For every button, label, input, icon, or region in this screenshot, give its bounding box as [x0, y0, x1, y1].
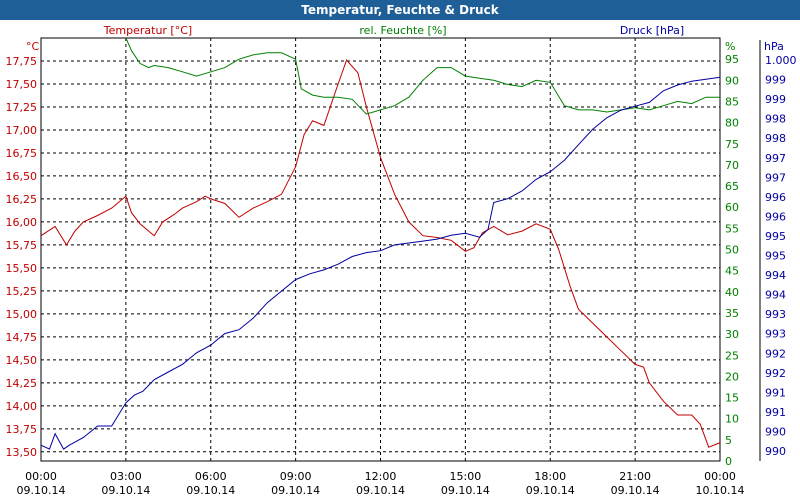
pressure-tick-label: 998	[765, 113, 786, 126]
humidity-tick-label: 60	[725, 201, 739, 214]
humidity-tick-label: 25	[725, 349, 739, 362]
tick-labels: 13,50 13,75 14,00 14,25 14,50 14,75 15,00 15,25…	[6, 40, 797, 497]
pressure-tick-label: 996	[765, 191, 786, 204]
window-title: Temperatur, Feuchte & Druck	[0, 0, 800, 20]
x-tick-date: 09.10.14	[611, 484, 660, 497]
temperature-tick-label: 14,00	[6, 400, 38, 413]
temperature-axis-header: Temperatur [°C]	[103, 24, 192, 37]
x-tick-date: 09.10.14	[271, 484, 320, 497]
pressure-tick-label: 1.000	[765, 54, 797, 67]
humidity-axis-header: rel. Feuchte [%]	[359, 24, 446, 37]
humidity-tick-label: 40	[725, 286, 739, 299]
humidity-tick-label: 0	[725, 455, 732, 468]
pressure-tick-label: 991	[765, 406, 786, 419]
pressure-tick-label: 992	[765, 347, 786, 360]
pressure-tick-label: 994	[765, 289, 786, 302]
humidity-tick-label: 5	[725, 434, 732, 447]
humidity-tick-label: 95	[725, 53, 739, 66]
pressure-tick-label: 993	[765, 328, 786, 341]
x-tick-time: 09:00	[280, 470, 312, 483]
pressure-tick-label: 996	[765, 210, 786, 223]
pressure-tick-label: 999	[765, 93, 786, 106]
humidity-unit-label: %	[725, 40, 735, 53]
x-tick-date: 09.10.14	[186, 484, 235, 497]
humidity-tick-label: 65	[725, 180, 739, 193]
x-tick-date: 09.10.14	[356, 484, 405, 497]
x-tick-time: 21:00	[619, 470, 651, 483]
x-tick-date: 09.10.14	[17, 484, 66, 497]
temperature-tick-label: 17,25	[6, 101, 38, 114]
x-tick-time: 15:00	[450, 470, 482, 483]
humidity-tick-label: 15	[725, 392, 739, 405]
x-tick-time: 18:00	[534, 470, 566, 483]
temperature-tick-label: 15,50	[6, 262, 38, 275]
x-tick-date: 09.10.14	[101, 484, 150, 497]
humidity-tick-label: 75	[725, 138, 739, 151]
temperature-tick-label: 16,50	[6, 170, 38, 183]
x-tick-date: 09.10.14	[441, 484, 490, 497]
temperature-tick-label: 17,75	[6, 55, 38, 68]
temperature-tick-label: 14,25	[6, 377, 38, 390]
series-layer	[40, 37, 721, 450]
x-tick-date: 09.10.14	[526, 484, 575, 497]
x-tick-time: 12:00	[365, 470, 397, 483]
pressure-tick-label: 992	[765, 367, 786, 380]
pressure-tick-label: 991	[765, 386, 786, 399]
temperature-tick-label: 15,25	[6, 285, 38, 298]
grid	[41, 38, 720, 461]
humidity-tick-label: 20	[725, 370, 739, 383]
humidity-tick-label: 50	[725, 244, 739, 257]
pressure-tick-label: 997	[765, 152, 786, 165]
temperature-tick-label: 14,50	[6, 354, 38, 367]
pressure-tick-label: 990	[765, 425, 786, 438]
pressure-axis-header: Druck [hPa]	[620, 24, 684, 37]
temperature-tick-label: 13,50	[6, 446, 38, 459]
pressure-tick-label: 995	[765, 250, 786, 263]
pressure-tick-label: 995	[765, 230, 786, 243]
humidity-tick-label: 30	[725, 328, 739, 341]
pressure-tick-label: 997	[765, 171, 786, 184]
temperature-tick-label: 16,25	[6, 193, 38, 206]
series-line-temperature	[40, 59, 721, 448]
humidity-tick-label: 90	[725, 74, 739, 87]
humidity-tick-label: 45	[725, 265, 739, 278]
pressure-tick-label: 993	[765, 308, 786, 321]
humidity-tick-label: 70	[725, 159, 739, 172]
temperature-tick-label: 17,50	[6, 78, 38, 91]
temperature-tick-label: 13,75	[6, 423, 38, 436]
series-line-humidity	[125, 37, 720, 115]
x-tick-date: 10.10.14	[696, 484, 745, 497]
x-tick-time: 03:00	[110, 470, 142, 483]
temperature-tick-label: 16,00	[6, 216, 38, 229]
pressure-unit-label: hPa	[764, 40, 784, 53]
pressure-tick-label: 990	[765, 445, 786, 458]
temperature-tick-label: 16,75	[6, 147, 38, 160]
x-tick-time: 00:00	[704, 470, 736, 483]
humidity-tick-label: 35	[725, 307, 739, 320]
temperature-unit-label: °C	[26, 40, 40, 53]
series-line-pressure	[40, 76, 721, 450]
pressure-tick-label: 994	[765, 269, 786, 282]
humidity-tick-label: 85	[725, 95, 739, 108]
humidity-tick-label: 10	[725, 413, 739, 426]
pressure-tick-label: 999	[765, 74, 786, 87]
temperature-tick-label: 17,00	[6, 124, 38, 137]
temperature-tick-label: 15,00	[6, 308, 38, 321]
x-tick-time: 00:00	[25, 470, 57, 483]
x-tick-time: 06:00	[195, 470, 227, 483]
humidity-tick-label: 80	[725, 117, 739, 130]
temperature-tick-label: 15,75	[6, 239, 38, 252]
temperature-tick-label: 14,75	[6, 331, 38, 344]
humidity-tick-label: 55	[725, 222, 739, 235]
pressure-tick-label: 998	[765, 132, 786, 145]
